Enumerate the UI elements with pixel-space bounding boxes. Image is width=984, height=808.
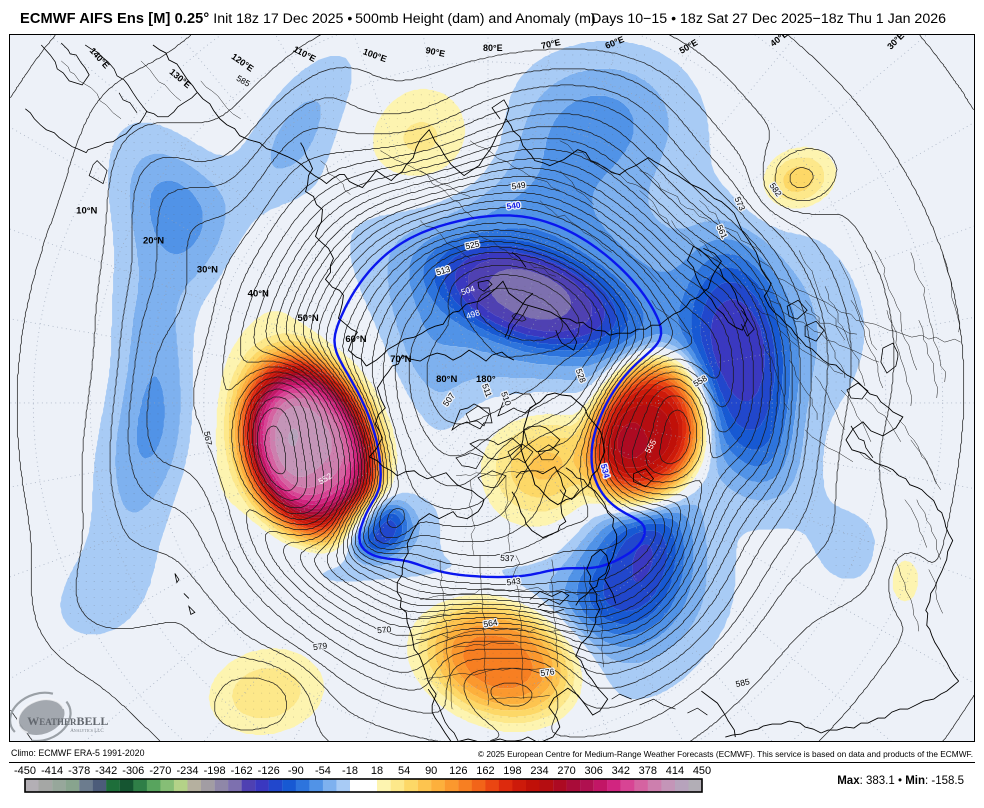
svg-text:270: 270 (557, 765, 575, 777)
svg-text:549: 549 (511, 180, 527, 192)
svg-text:140°E: 140°E (88, 46, 112, 71)
svg-text:525: 525 (464, 239, 480, 252)
svg-text:378: 378 (639, 765, 657, 777)
svg-text:126: 126 (449, 765, 467, 777)
svg-text:50°E: 50°E (677, 37, 699, 55)
svg-text:528: 528 (574, 367, 588, 384)
svg-text:-270: -270 (149, 765, 171, 777)
svg-text:-234: -234 (176, 765, 198, 777)
svg-text:WEATHERBELL: WEATHERBELL (27, 714, 108, 728)
svg-text:234: 234 (530, 765, 548, 777)
svg-text:20°N: 20°N (143, 235, 164, 246)
svg-text:80°E: 80°E (483, 43, 503, 53)
svg-text:-18: -18 (342, 765, 358, 777)
svg-text:30°E: 30°E (885, 34, 906, 51)
svg-text:-126: -126 (258, 765, 280, 777)
svg-text:585: 585 (735, 676, 751, 689)
svg-text:-306: -306 (122, 765, 144, 777)
svg-text:198: 198 (503, 765, 521, 777)
svg-text:-198: -198 (204, 765, 226, 777)
svg-text:570: 570 (377, 624, 392, 635)
svg-text:567: 567 (202, 430, 214, 446)
svg-text:180°: 180° (476, 374, 496, 385)
svg-text:579: 579 (312, 640, 328, 652)
svg-text:342: 342 (612, 765, 630, 777)
svg-text:50°N: 50°N (298, 313, 319, 324)
svg-text:90°E: 90°E (425, 45, 446, 59)
svg-text:60°N: 60°N (345, 334, 366, 345)
svg-text:498: 498 (465, 307, 482, 321)
svg-text:450: 450 (693, 765, 711, 777)
svg-text:70°N: 70°N (390, 354, 411, 365)
svg-text:414: 414 (666, 765, 684, 777)
svg-text:564: 564 (483, 617, 499, 629)
svg-text:40°E: 40°E (768, 34, 790, 49)
svg-text:10°N: 10°N (76, 205, 97, 216)
svg-text:120°E: 120°E (230, 51, 256, 73)
svg-text:-450: -450 (14, 765, 36, 777)
svg-text:162: 162 (476, 765, 494, 777)
svg-text:306: 306 (585, 765, 603, 777)
svg-text:-414: -414 (41, 765, 63, 777)
svg-text:585: 585 (235, 73, 252, 89)
svg-text:110°E: 110°E (292, 44, 318, 64)
svg-text:40°N: 40°N (248, 288, 269, 299)
svg-text:90: 90 (425, 765, 437, 777)
svg-text:-90: -90 (288, 765, 304, 777)
svg-text:-162: -162 (231, 765, 253, 777)
svg-text:30°N: 30°N (197, 264, 218, 275)
svg-text:576: 576 (540, 666, 556, 678)
svg-text:-342: -342 (95, 765, 117, 777)
svg-text:ANALYTICS LLC: ANALYTICS LLC (70, 728, 104, 734)
svg-text:Max: 383.1 • Min: -158.5: Max: 383.1 • Min: -158.5 (837, 775, 964, 787)
svg-text:80°N: 80°N (436, 374, 457, 385)
svg-text:540: 540 (506, 200, 522, 212)
svg-text:130°E: 130°E (168, 67, 193, 90)
svg-text:543: 543 (506, 576, 522, 588)
svg-text:-378: -378 (68, 765, 90, 777)
svg-text:-54: -54 (315, 765, 331, 777)
svg-text:18: 18 (371, 765, 383, 777)
svg-text:100°E: 100°E (362, 46, 388, 64)
svg-text:537: 537 (500, 553, 515, 564)
svg-text:70°E: 70°E (540, 37, 561, 51)
svg-text:54: 54 (398, 765, 410, 777)
svg-text:504: 504 (460, 283, 477, 297)
